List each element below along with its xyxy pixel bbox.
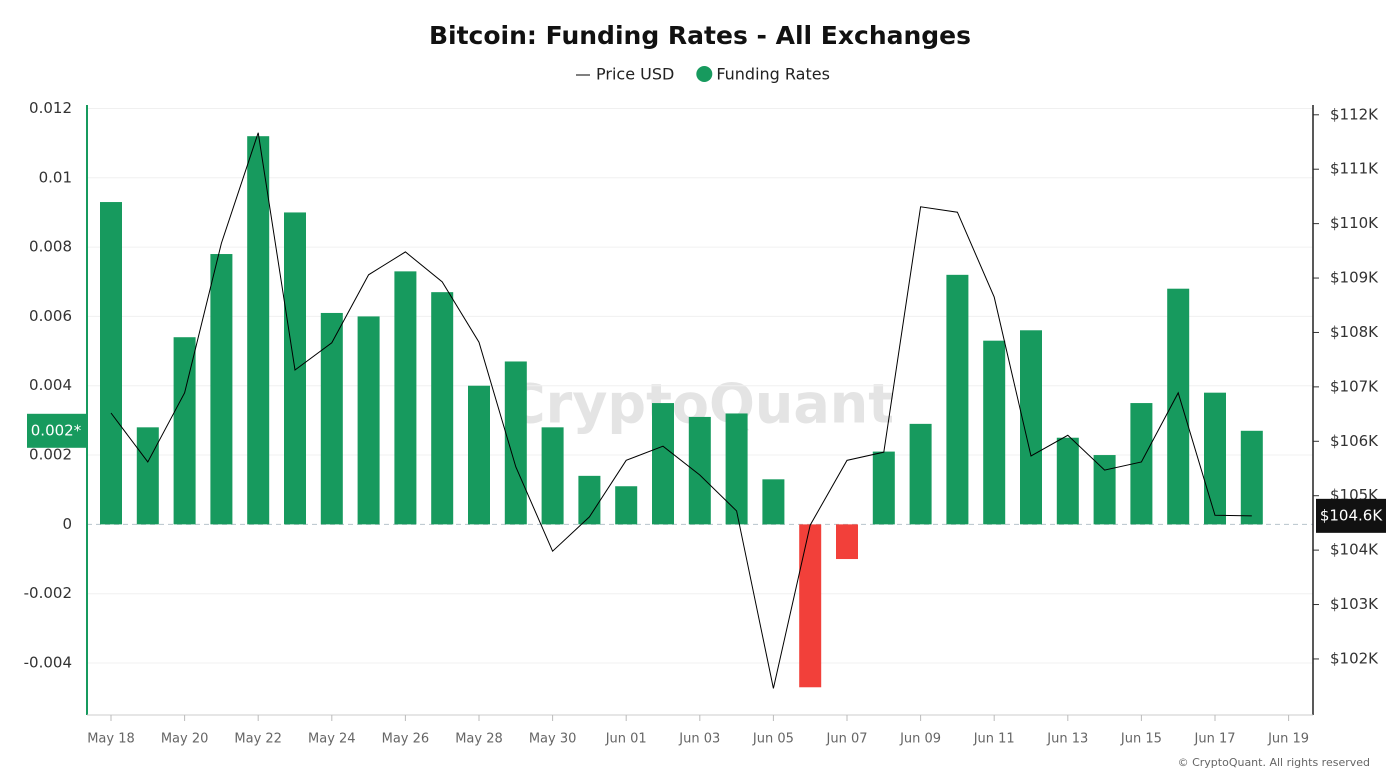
bar [1204, 392, 1226, 525]
bar [431, 292, 454, 525]
y-tick-label: 0.008 [29, 238, 72, 256]
y-tick-label: -0.002 [24, 584, 72, 602]
bar [688, 416, 711, 525]
legend-dot [696, 66, 713, 82]
last-value-badge [1316, 498, 1386, 533]
x-tick-label: Jun 11 [973, 732, 1015, 747]
bar [615, 486, 638, 525]
bar [100, 202, 122, 525]
x-tick-label: May 30 [529, 732, 577, 747]
bar [468, 385, 490, 525]
x-tick-label: Jun 09 [899, 732, 941, 747]
bar [983, 340, 1006, 525]
bar [394, 271, 417, 525]
x-tick-label: Jun 01 [605, 732, 647, 747]
y2-tick-label: $110K [1330, 214, 1379, 232]
bar [541, 427, 564, 525]
bar [1240, 430, 1263, 525]
x-tick-label: May 18 [87, 732, 135, 747]
legend-label: Price USD [596, 65, 674, 84]
bar [210, 254, 233, 525]
x-tick-label: May 22 [234, 732, 282, 747]
bar [1130, 403, 1153, 525]
y2-tick-label: $104K [1330, 541, 1379, 559]
bar [357, 316, 380, 525]
bar [836, 524, 858, 560]
x-tick-label: May 24 [308, 732, 356, 747]
legend-label: Funding Rates [716, 65, 830, 84]
last-value-label: $104.6K [1320, 506, 1383, 524]
bar [872, 451, 895, 525]
x-tick-label: Jun 13 [1046, 732, 1088, 747]
y-tick-label: -0.004 [24, 654, 72, 672]
x-tick-label: May 28 [455, 732, 503, 747]
y-tick-label: 0.002 [29, 446, 72, 464]
y2-tick-label: $107K [1330, 377, 1379, 395]
y2-tick-label: $106K [1330, 432, 1379, 450]
bar [1167, 288, 1190, 525]
x-tick-label: May 20 [161, 732, 209, 747]
x-tick-label: Jun 07 [826, 732, 868, 747]
y2-tick-label: $102K [1330, 649, 1379, 667]
bar [578, 475, 601, 525]
chart-title: Bitcoin: Funding Rates - All Exchanges [429, 21, 971, 50]
x-tick-label: Jun 03 [678, 732, 720, 747]
bar [1020, 330, 1042, 525]
credit: © CryptoQuant. All rights reserved [1178, 756, 1370, 769]
bar [725, 413, 748, 525]
price-line [110, 132, 1252, 689]
x-tick-label: Jun 19 [1267, 732, 1309, 747]
bar [173, 337, 196, 525]
y-tick-label: 0.012 [29, 99, 72, 117]
bar [1093, 455, 1116, 525]
y2-tick-label: $111K [1330, 160, 1379, 178]
y-tick-label: 0.004 [29, 376, 72, 394]
x-tick-label: Jun 05 [752, 732, 794, 747]
bar [320, 312, 343, 525]
x-tick-label: May 26 [382, 732, 430, 747]
last-value-badge [27, 413, 86, 448]
bar [762, 479, 785, 525]
x-tick-label: Jun 15 [1120, 732, 1162, 747]
bar [946, 274, 969, 525]
bar [136, 427, 159, 525]
last-value-label: 0.002* [31, 421, 82, 439]
bar [652, 403, 674, 525]
y-tick-label: 0 [62, 515, 72, 533]
bar [799, 524, 822, 688]
y2-tick-label: $108K [1330, 323, 1379, 341]
y2-tick-label: $112K [1330, 105, 1379, 123]
bar [1056, 437, 1079, 525]
bar [247, 136, 270, 525]
y-tick-label: 0.006 [29, 307, 72, 325]
y-tick-label: 0.01 [39, 168, 72, 186]
bar [909, 423, 932, 525]
bar [504, 361, 527, 525]
x-tick-label: Jun 17 [1194, 732, 1236, 747]
y2-tick-label: $109K [1330, 269, 1379, 287]
y2-tick-label: $103K [1330, 595, 1379, 613]
